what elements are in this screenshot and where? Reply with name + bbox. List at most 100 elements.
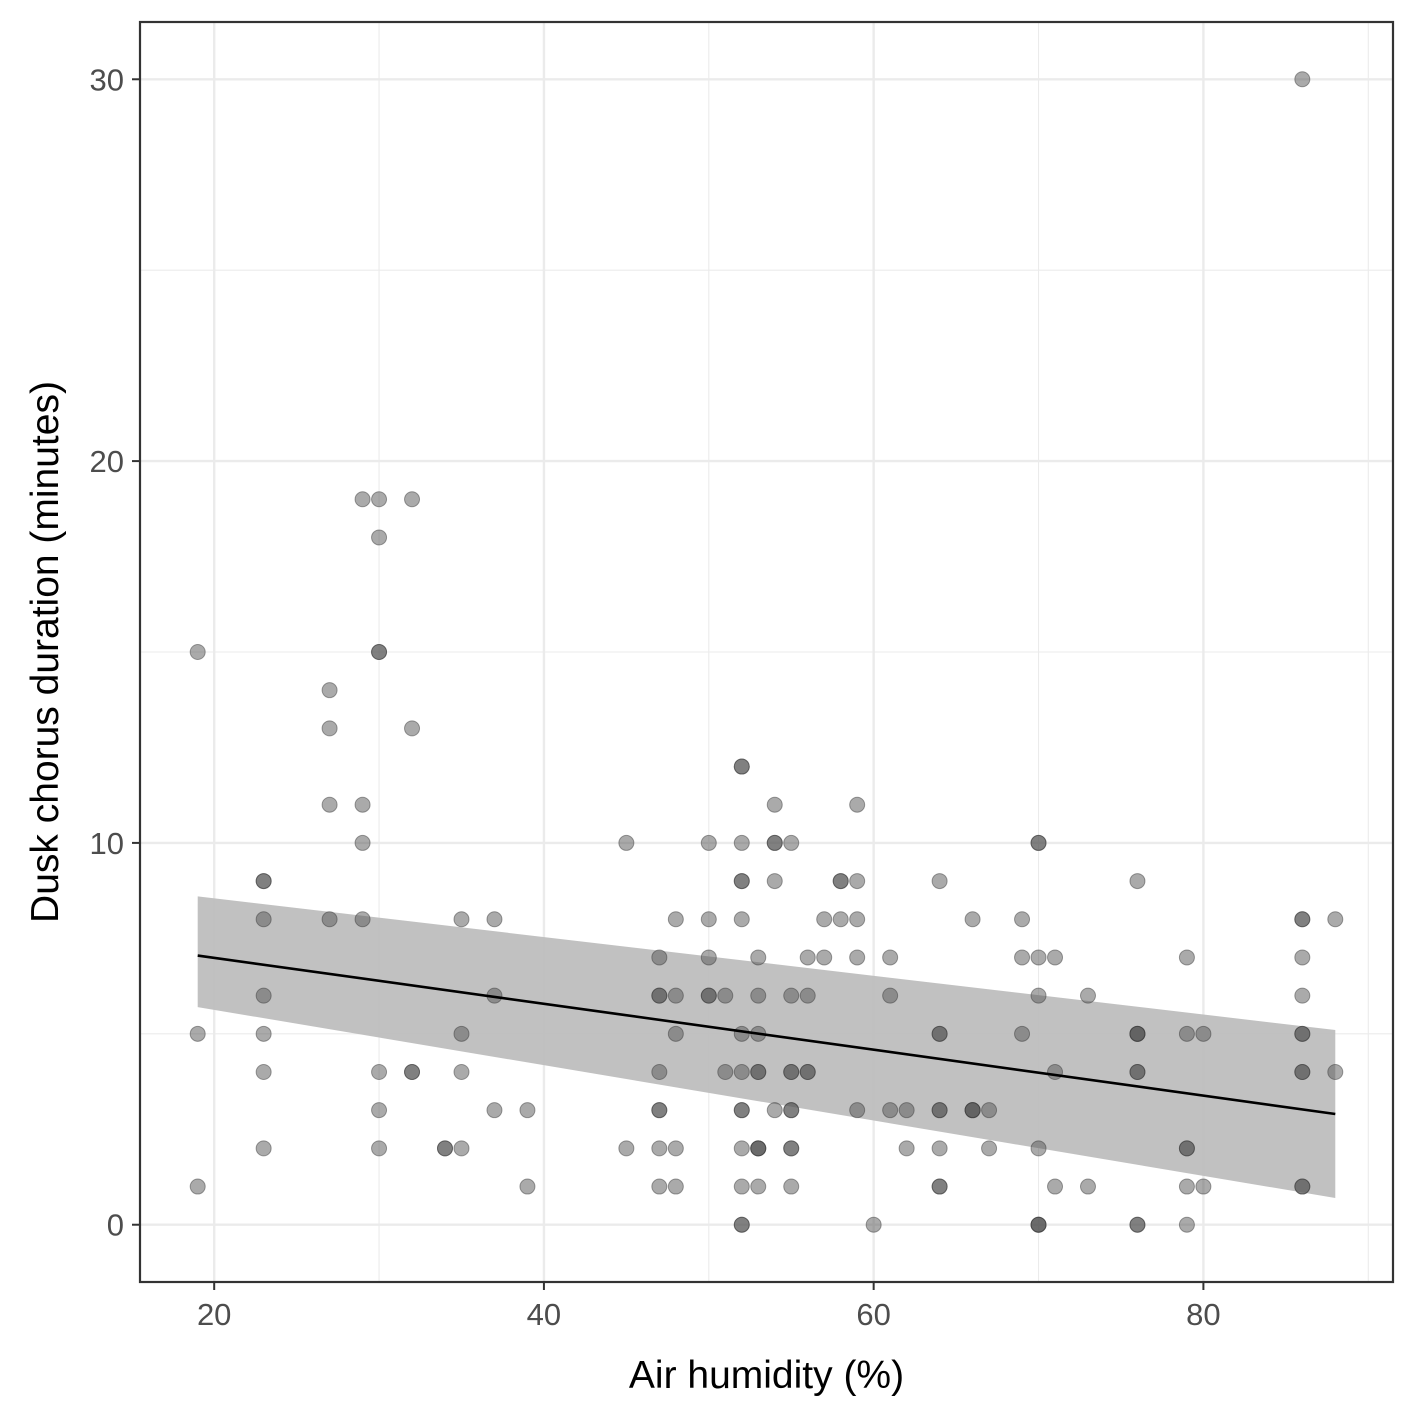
data-point xyxy=(1129,1025,1146,1042)
data-point xyxy=(255,1140,272,1157)
data-point xyxy=(651,987,668,1004)
x-axis-tick-label: 60 xyxy=(856,1297,890,1332)
data-point xyxy=(750,1178,767,1195)
data-point xyxy=(717,987,734,1004)
data-point xyxy=(255,873,272,890)
data-point xyxy=(1079,1178,1096,1195)
data-point xyxy=(321,682,338,699)
data-point xyxy=(849,949,866,966)
y-axis-tick-label: 20 xyxy=(90,444,124,479)
data-point xyxy=(882,1102,899,1119)
data-point xyxy=(931,1178,948,1195)
data-point xyxy=(799,1064,816,1080)
data-point xyxy=(1294,987,1311,1004)
data-point xyxy=(816,949,833,966)
data-point xyxy=(1014,949,1031,966)
data-point xyxy=(766,873,783,890)
data-point xyxy=(1129,873,1146,890)
data-point xyxy=(783,987,800,1004)
axes: 20 40 60 80 0 10 20 30 xyxy=(90,62,1221,1332)
data-point xyxy=(733,1178,750,1195)
data-point xyxy=(1178,1178,1195,1195)
data-point xyxy=(799,987,816,1004)
data-point xyxy=(1047,1064,1064,1080)
data-point xyxy=(981,1102,998,1119)
data-point xyxy=(189,1178,206,1195)
data-point xyxy=(1294,1064,1311,1080)
data-point xyxy=(750,1064,767,1080)
data-point xyxy=(354,911,371,928)
data-point xyxy=(371,644,388,660)
data-point xyxy=(1079,987,1096,1004)
data-point xyxy=(486,911,503,928)
data-point xyxy=(733,1064,750,1080)
data-point xyxy=(849,1102,866,1119)
data-point xyxy=(1129,1064,1146,1080)
data-point xyxy=(766,796,783,813)
confidence-band-layer xyxy=(197,896,1336,1198)
data-point xyxy=(882,949,899,966)
data-point xyxy=(1294,949,1311,966)
data-point xyxy=(354,491,371,508)
data-point xyxy=(1030,1216,1047,1233)
data-point xyxy=(717,1064,734,1080)
data-point xyxy=(519,1178,536,1195)
data-point xyxy=(667,1178,684,1195)
confidence-band xyxy=(197,896,1336,1198)
data-point xyxy=(733,758,750,775)
y-axis-tick-label: 0 xyxy=(107,1208,124,1243)
data-point xyxy=(453,911,470,928)
data-point xyxy=(733,1216,750,1233)
data-point xyxy=(931,873,948,890)
data-point xyxy=(453,1140,470,1157)
data-point xyxy=(1178,1140,1195,1157)
data-point xyxy=(700,987,717,1004)
data-point xyxy=(733,1102,750,1119)
data-point xyxy=(733,873,750,890)
data-point xyxy=(964,911,981,928)
data-point xyxy=(766,1102,783,1119)
data-point xyxy=(1178,1025,1195,1042)
data-point xyxy=(700,834,717,851)
data-point xyxy=(750,949,767,966)
data-point xyxy=(733,834,750,851)
data-point xyxy=(816,911,833,928)
data-point xyxy=(321,720,338,737)
data-point xyxy=(849,873,866,890)
data-point xyxy=(667,1025,684,1042)
data-point xyxy=(404,1064,421,1080)
data-point xyxy=(404,491,421,508)
data-point xyxy=(733,1025,750,1042)
data-point xyxy=(1030,987,1047,1004)
data-point xyxy=(1195,1025,1212,1042)
data-point xyxy=(437,1140,454,1157)
y-axis-tick-label: 10 xyxy=(90,826,124,861)
data-point xyxy=(1047,949,1064,966)
data-point xyxy=(1178,949,1195,966)
data-point xyxy=(1294,911,1311,928)
data-point xyxy=(849,796,866,813)
panel-border xyxy=(138,20,1395,1284)
data-point xyxy=(255,1064,272,1080)
data-point xyxy=(1195,1178,1212,1195)
x-axis-tick-label: 80 xyxy=(1186,1297,1220,1332)
data-point xyxy=(799,949,816,966)
data-point xyxy=(1294,71,1311,88)
data-point xyxy=(733,911,750,928)
data-point xyxy=(667,987,684,1004)
data-point xyxy=(733,1140,750,1157)
data-point xyxy=(371,1064,388,1080)
data-point xyxy=(1030,834,1047,851)
data-point xyxy=(981,1140,998,1157)
data-point xyxy=(783,834,800,851)
data-point xyxy=(750,1140,767,1157)
data-point xyxy=(667,1140,684,1157)
data-point xyxy=(1129,1216,1146,1233)
data-point xyxy=(832,873,849,890)
data-point xyxy=(783,1140,800,1157)
data-point xyxy=(255,1025,272,1042)
data-point xyxy=(898,1102,915,1119)
data-point xyxy=(255,987,272,1004)
data-point xyxy=(783,1064,800,1080)
